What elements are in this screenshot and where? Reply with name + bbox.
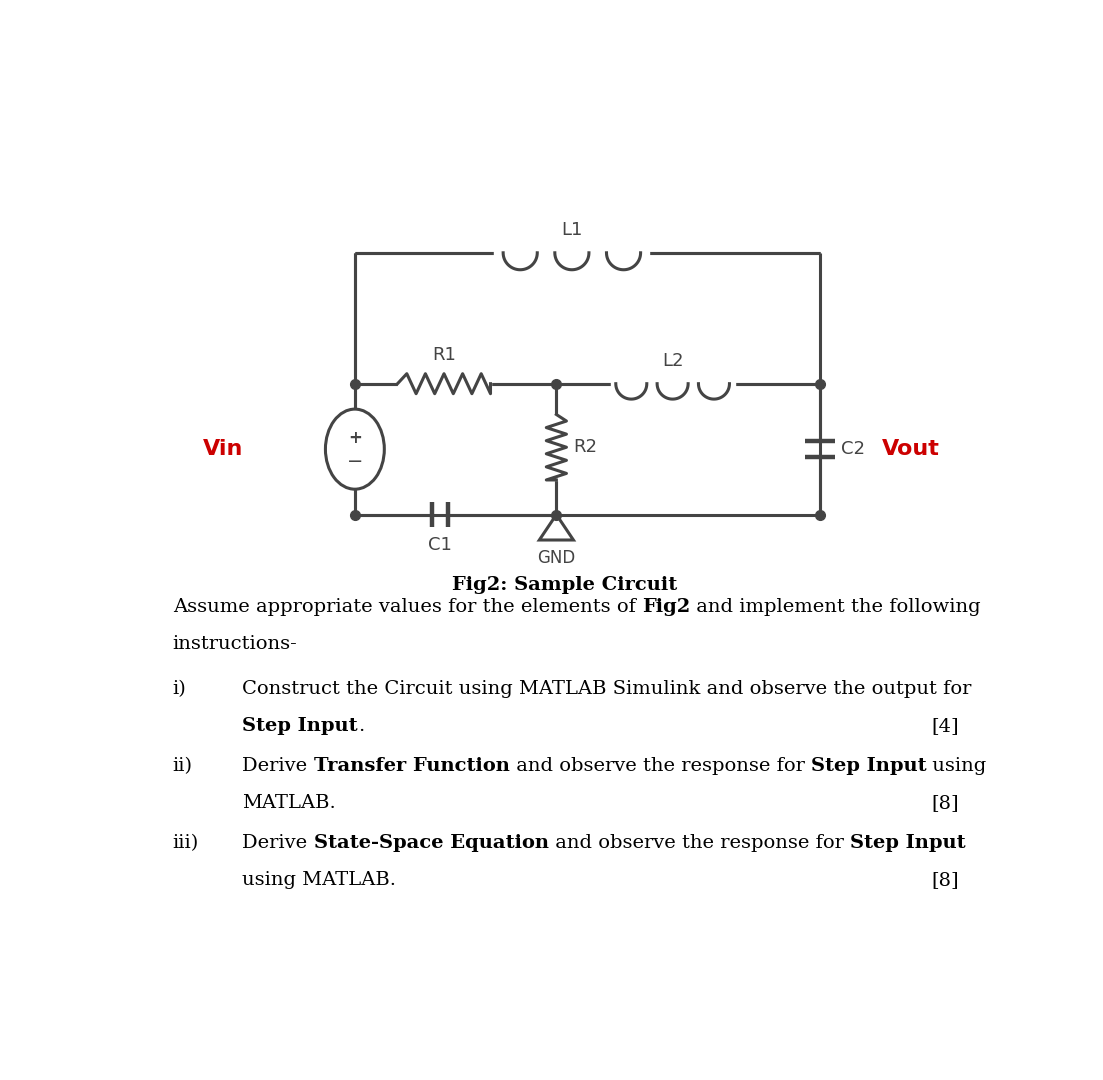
Text: Derive: Derive [243,757,314,775]
Text: and observe the response for: and observe the response for [549,834,850,852]
Text: using MATLAB.: using MATLAB. [243,872,396,889]
Text: Fig2: Fig2 [642,597,690,616]
Text: [8]: [8] [932,872,960,889]
Text: State-Space Equation: State-Space Equation [314,834,549,852]
Text: and implement the following: and implement the following [690,597,981,616]
Text: ii): ii) [173,757,193,775]
Text: Fig2: Sample Circuit: Fig2: Sample Circuit [451,577,677,594]
Text: R1: R1 [432,347,456,364]
Text: Step Input: Step Input [243,717,358,735]
Text: L1: L1 [561,221,582,239]
Text: R2: R2 [574,438,598,456]
Text: C2: C2 [840,441,865,458]
Text: MATLAB.: MATLAB. [243,794,336,812]
Text: Step Input: Step Input [811,757,927,775]
Text: +: + [347,430,362,447]
Text: C1: C1 [428,536,452,554]
Text: [4]: [4] [932,717,960,735]
Text: L2: L2 [662,352,684,369]
Text: [8]: [8] [932,794,960,812]
Text: .: . [358,717,364,735]
Text: Vout: Vout [882,440,940,459]
Text: GND: GND [537,550,576,567]
Text: Transfer Function: Transfer Function [314,757,510,775]
Text: iii): iii) [173,834,199,852]
Text: Step Input: Step Input [850,834,965,852]
Text: Assume appropriate values for the elements of: Assume appropriate values for the elemen… [173,597,642,616]
Text: and observe the response for: and observe the response for [510,757,811,775]
Text: using: using [927,757,987,775]
Text: i): i) [173,680,186,698]
Text: instructions-: instructions- [173,635,298,652]
Text: Vin: Vin [203,440,244,459]
Text: −: − [346,451,363,471]
Ellipse shape [325,409,384,489]
Text: Construct the Circuit using MATLAB Simulink and observe the output for: Construct the Circuit using MATLAB Simul… [243,680,972,698]
Text: Derive: Derive [243,834,314,852]
